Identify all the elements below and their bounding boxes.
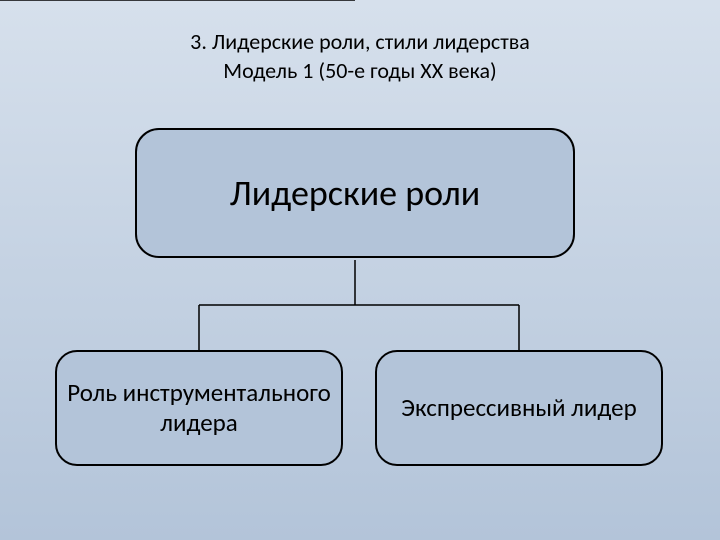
slide-title: 3. Лидерские роли, стили лидерства Модел… — [0, 28, 720, 85]
child-label-expressive: Экспрессивный лидер — [401, 393, 636, 423]
title-line-1: 3. Лидерские роли, стили лидерства — [0, 28, 720, 57]
root-node: Лидерские роли — [135, 128, 575, 258]
child-label-instrumental: Роль инструментального лидера — [57, 378, 341, 438]
child-node-instrumental: Роль инструментального лидера — [55, 350, 343, 466]
child-node-expressive: Экспрессивный лидер — [375, 350, 663, 466]
root-label: Лидерские роли — [230, 171, 481, 215]
title-line-2: Модель 1 (50-е годы ХХ века) — [0, 57, 720, 86]
